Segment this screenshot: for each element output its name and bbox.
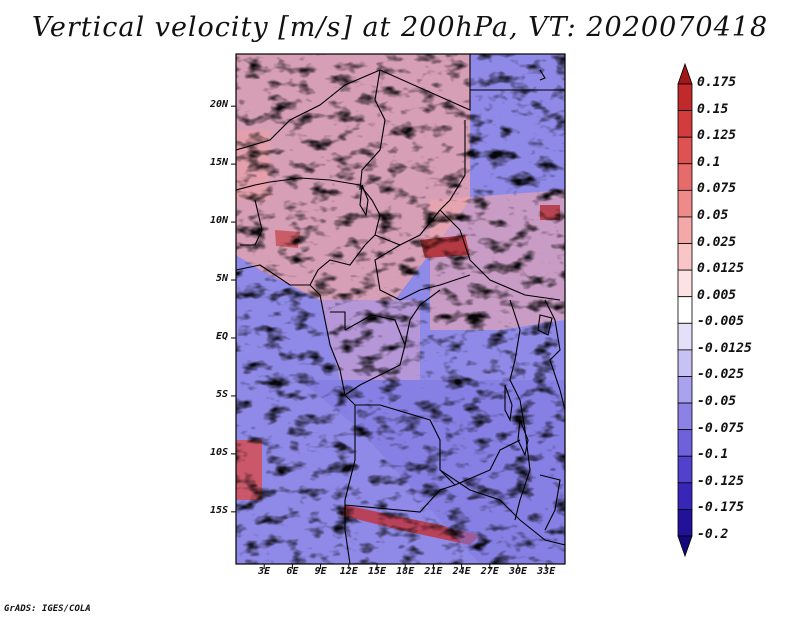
lake-malawi — [517, 419, 529, 457]
coastline-east — [539, 474, 561, 531]
colorbar — [677, 62, 693, 558]
lon-label: 33E — [537, 566, 556, 577]
border-path — [379, 404, 521, 486]
border-path — [404, 289, 441, 346]
colorbar-label: -0.2 — [697, 527, 729, 542]
border-path — [539, 69, 546, 81]
colorbar-label: 0.05 — [697, 207, 729, 223]
lon-label: 6E — [286, 566, 299, 577]
axis-ticks — [231, 105, 547, 569]
border-path — [439, 469, 565, 546]
border-path — [344, 405, 356, 564]
colorbar-swatch — [677, 296, 693, 324]
border-path — [374, 244, 471, 301]
lon-label: 24E — [452, 566, 471, 577]
lon-label: 18E — [396, 566, 415, 577]
border-path — [514, 429, 531, 521]
border-path — [374, 209, 441, 246]
colorbar-label: 0.025 — [697, 234, 737, 250]
border-path — [359, 69, 386, 191]
colorbar-swatch — [677, 402, 693, 431]
lon-label: 9E — [314, 566, 327, 577]
colorbar-label: 0.005 — [697, 287, 737, 303]
lake-victoria — [537, 314, 553, 336]
map-frame — [235, 53, 566, 565]
colorbar-swatch — [677, 189, 693, 218]
colorbar-swatch — [677, 322, 693, 351]
colorbar-swatch — [677, 110, 693, 138]
field-texture — [236, 54, 565, 564]
grads-credit: GrADS: IGES/COLA — [4, 604, 91, 614]
colorbar-swatch — [677, 455, 693, 484]
colorbar-swatch — [677, 376, 693, 404]
lon-label: 15E — [367, 566, 387, 577]
colorbar-swatch — [677, 509, 693, 537]
border-path — [236, 177, 361, 191]
lat-label: 5S — [215, 388, 228, 400]
lat-label: EQ — [215, 330, 228, 342]
border-path — [330, 311, 346, 330]
lon-label: 30E — [508, 566, 528, 577]
border-path — [379, 54, 471, 111]
border-path — [509, 299, 526, 431]
colorbar-swatch — [677, 216, 693, 244]
coastline-gulf — [236, 264, 321, 296]
colorbar-swatch — [677, 243, 693, 271]
colorbar-label: -0.175 — [697, 500, 744, 516]
border-path — [344, 484, 456, 513]
lat-label: 15S — [209, 504, 228, 516]
colorbar-label: 0.15 — [697, 101, 729, 117]
colorbar-swatch — [677, 482, 693, 510]
colorbar-swatch — [677, 83, 693, 111]
colorbar-swatch — [677, 163, 693, 191]
colorbar-label: -0.025 — [697, 367, 744, 383]
colorbar-label: -0.005 — [697, 314, 744, 330]
colorbar-max-triangle — [677, 62, 693, 85]
colorbar-label: -0.05 — [697, 394, 737, 410]
colorbar-swatch — [677, 349, 693, 377]
colorbar-label: 0.175 — [697, 75, 737, 90]
lat-label: 10S — [209, 446, 228, 458]
border-path — [344, 314, 406, 396]
lon-label: 27E — [480, 566, 499, 577]
colorbar-swatch — [677, 269, 693, 298]
border-path — [240, 199, 263, 246]
colorbar-label: -0.075 — [697, 420, 744, 436]
border-path — [544, 299, 565, 411]
border-path — [439, 209, 561, 301]
colorbar-swatch — [677, 136, 693, 165]
lat-label: 20N — [209, 99, 228, 111]
velocity-field — [236, 54, 565, 564]
colorbar-label: 0.0125 — [697, 261, 744, 277]
lon-label: 21E — [424, 566, 443, 577]
lake-tanganyika — [504, 384, 513, 422]
border-path — [359, 184, 381, 246]
colorbar-label: 0.075 — [697, 181, 737, 197]
colorbar-swatch — [677, 429, 693, 457]
colorbar-label: 0.1 — [697, 154, 721, 170]
map-title: Vertical velocity [m/s] at 200hPa, VT: 2… — [31, 12, 769, 43]
colorbar-min-triangle — [677, 535, 693, 558]
lat-label: 15N — [209, 157, 228, 169]
lat-label: 5N — [215, 273, 228, 285]
border-path — [236, 69, 381, 151]
lake-chad — [359, 184, 369, 217]
border-path — [309, 244, 366, 286]
country-borders — [236, 54, 565, 564]
colorbar-label: -0.1 — [697, 447, 729, 463]
lat-label: 10N — [209, 215, 228, 227]
lon-label: 12E — [339, 566, 358, 577]
colorbar-label: -0.125 — [697, 473, 744, 489]
colorbar-label: -0.0125 — [697, 340, 752, 356]
border-path — [439, 120, 466, 211]
lon-label: 3E — [258, 566, 271, 577]
colorbar-label: 0.125 — [697, 128, 737, 144]
